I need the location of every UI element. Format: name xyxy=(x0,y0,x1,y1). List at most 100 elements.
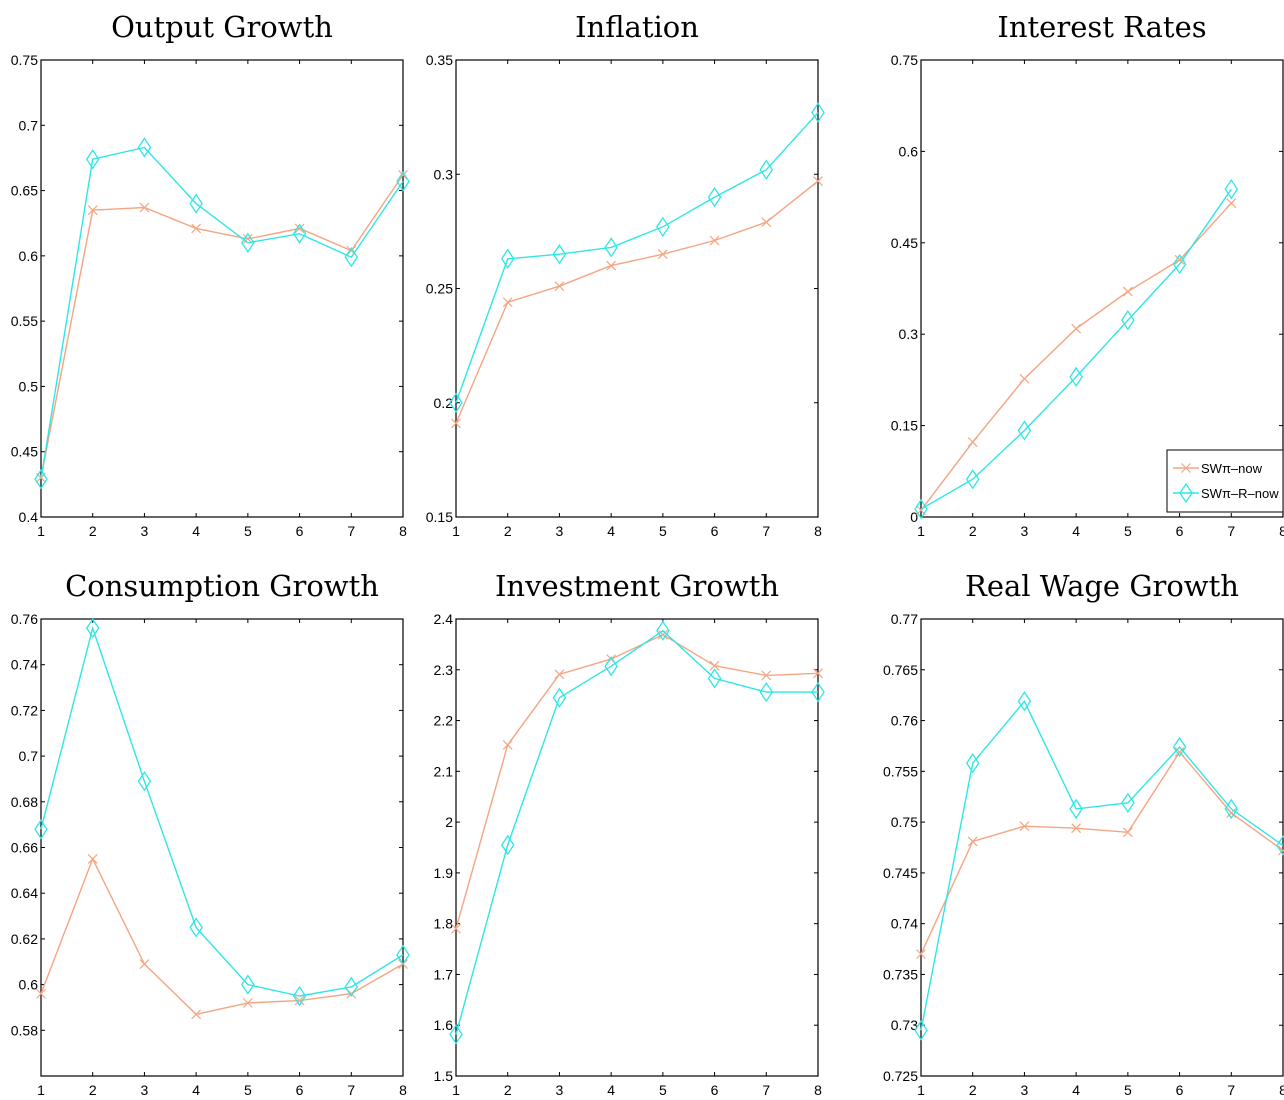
subplot-title: Investment Growth xyxy=(495,569,779,603)
y-tick-label: 0.75 xyxy=(891,814,918,830)
x-tick-label: 2 xyxy=(504,523,512,539)
data-point-sw_pi_r_now xyxy=(189,917,203,938)
y-tick-label: 0.15 xyxy=(426,509,453,525)
data-point-sw_pi_now xyxy=(191,223,202,234)
axes-frame xyxy=(455,59,819,518)
y-tick-label: 0.735 xyxy=(883,966,918,982)
data-point-sw_pi_r_now xyxy=(1121,310,1135,331)
y-tick-label: 0.35 xyxy=(426,52,453,68)
data-point-sw_pi_now xyxy=(1019,373,1030,384)
series-line-sw_pi_r_now xyxy=(40,146,404,480)
series-line-sw_pi_r_now xyxy=(455,112,819,403)
data-point-sw_pi_r_now xyxy=(344,976,359,998)
subplot-6: Real Wage Growth 0.725 0.73 0.735 0.74 0.745 0… xyxy=(883,569,1284,1098)
data-point-sw_pi_now xyxy=(1071,323,1082,334)
y-tick-label: 2.1 xyxy=(434,763,454,779)
axes-frame xyxy=(40,618,404,1077)
data-point-sw_pi_now xyxy=(451,418,461,429)
data-point-sw_pi_now xyxy=(294,995,305,1006)
data-point-sw_pi_r_now xyxy=(965,753,980,774)
x-tick-label: 8 xyxy=(1279,1082,1284,1098)
y-tick-label: 1.6 xyxy=(434,1017,454,1033)
y-tick-label: 0.765 xyxy=(883,662,918,678)
data-point-sw_pi_r_now xyxy=(759,159,774,180)
y-tick-label: 0.725 xyxy=(883,1068,918,1084)
y-tick-label: 0.76 xyxy=(11,611,38,627)
data-point-sw_pi_now xyxy=(1226,808,1237,818)
legend-label: SWπ–now xyxy=(1201,461,1263,476)
y-tick-label: 0.74 xyxy=(11,657,38,673)
data-point-sw_pi_r_now xyxy=(34,819,48,840)
axes-frame xyxy=(455,618,819,1077)
y-tick-label: 0.2 xyxy=(434,395,454,411)
x-tick-label: 2 xyxy=(969,523,977,539)
data-point-sw_pi_r_now xyxy=(707,668,722,689)
data-point-sw_pi_r_now xyxy=(137,771,152,792)
data-point-sw_pi_r_now xyxy=(1017,691,1032,712)
x-tick-label: 4 xyxy=(607,523,615,539)
y-tick-label: 2 xyxy=(445,814,453,830)
data-point-sw_pi_now xyxy=(502,297,513,308)
x-tick-label: 2 xyxy=(969,1082,977,1098)
data-point-sw_pi_r_now xyxy=(1224,798,1239,820)
y-tick-label: 0.62 xyxy=(11,931,38,947)
y-tick-label: 2.3 xyxy=(434,662,454,678)
data-point-sw_pi_r_now xyxy=(707,186,722,208)
x-tick-label: 4 xyxy=(1072,1082,1080,1098)
y-tick-label: 1.8 xyxy=(434,916,454,932)
y-tick-label: 0.7 xyxy=(19,117,39,133)
x-tick-label: 7 xyxy=(347,523,355,539)
data-point-sw_pi_now xyxy=(294,223,305,234)
data-point-sw_pi_r_now xyxy=(759,681,774,703)
data-point-sw_pi_r_now xyxy=(604,656,618,677)
x-tick-label: 6 xyxy=(1176,523,1184,539)
subplot-title: Inflation xyxy=(575,10,699,44)
data-point-sw_pi_now xyxy=(761,217,772,228)
x-tick-label: 6 xyxy=(711,1082,719,1098)
y-tick-label: 0.77 xyxy=(891,611,918,627)
data-point-sw_pi_r_now xyxy=(1017,420,1032,441)
data-point-sw_pi_now xyxy=(709,235,720,246)
data-point-sw_pi_r_now xyxy=(85,149,100,170)
y-tick-label: 0.3 xyxy=(899,326,919,342)
data-point-sw_pi_r_now xyxy=(1172,253,1187,275)
data-point-sw_pi_r_now xyxy=(34,468,48,490)
legend: SWπ–now SWπ–R–now xyxy=(1166,449,1284,513)
subplot-1: Output Growth 0.4 0.45 0.5 0.55 0.6 0.65 0.7 0.7… xyxy=(11,10,410,539)
data-point-sw_pi_now xyxy=(451,923,461,934)
data-point-sw_pi_now xyxy=(1122,827,1133,838)
series-line-sw_pi_now xyxy=(40,174,404,478)
data-point-sw_pi_now xyxy=(1122,286,1133,297)
y-tick-label: 2.4 xyxy=(434,611,454,627)
x-tick-label: 6 xyxy=(296,1082,304,1098)
data-point-sw_pi_r_now xyxy=(552,244,567,265)
data-point-sw_pi_now xyxy=(1226,198,1237,209)
data-point-sw_pi_now xyxy=(813,668,823,679)
y-tick-label: 0.7 xyxy=(19,748,39,764)
data-point-sw_pi_r_now xyxy=(189,193,203,214)
y-tick-label: 1.7 xyxy=(434,966,454,982)
legend-marker xyxy=(1181,463,1191,473)
series-line-sw_pi_now xyxy=(920,750,1284,955)
x-tick-label: 3 xyxy=(1021,523,1029,539)
data-point-sw_pi_r_now xyxy=(292,985,307,1007)
subplot-title: Consumption Growth xyxy=(65,569,379,603)
x-tick-label: 6 xyxy=(711,523,719,539)
y-tick-label: 0.58 xyxy=(11,1022,38,1038)
x-tick-label: 5 xyxy=(1124,523,1132,539)
data-point-sw_pi_r_now xyxy=(500,834,515,856)
data-point-sw_pi_now xyxy=(139,202,150,213)
x-tick-label: 5 xyxy=(1124,1082,1132,1098)
data-point-sw_pi_r_now xyxy=(604,237,618,258)
data-point-sw_pi_now xyxy=(502,740,513,750)
data-point-sw_pi_now xyxy=(1278,845,1284,856)
axes-frame xyxy=(920,59,1284,518)
series-line-sw_pi_now xyxy=(455,633,819,929)
data-point-sw_pi_r_now xyxy=(396,171,410,192)
data-point-sw_pi_r_now xyxy=(811,102,825,123)
subplot-3: Interest Rates 0 0.15 0.3 0.45 0.6 0.75 1 2 3 4 5 6 7… xyxy=(891,10,1284,539)
x-tick-label: 3 xyxy=(1021,1082,1029,1098)
y-tick-label: 0.745 xyxy=(883,865,918,881)
legend-box xyxy=(1166,449,1284,513)
